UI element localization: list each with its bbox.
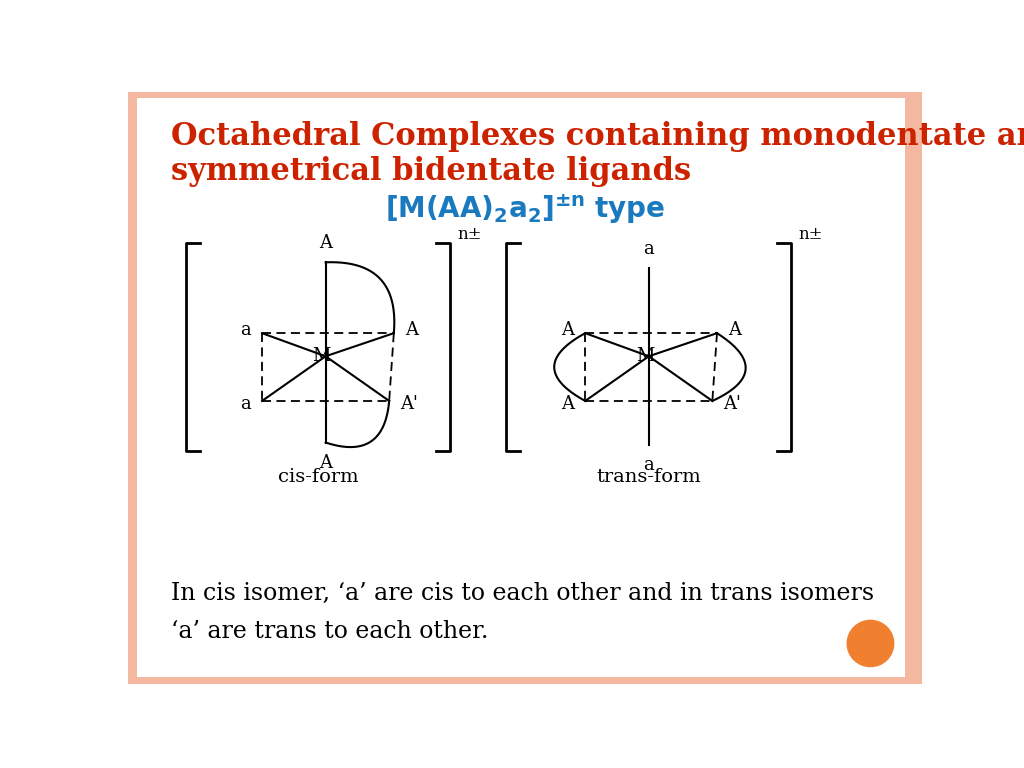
Text: A: A — [319, 454, 332, 472]
Text: A: A — [561, 321, 574, 339]
Text: A: A — [561, 395, 574, 413]
Text: cis-form: cis-form — [278, 468, 358, 486]
Text: a: a — [241, 321, 251, 339]
Text: Octahedral Complexes containing monodentate and: Octahedral Complexes containing monodent… — [171, 121, 1024, 152]
Text: a: a — [643, 240, 654, 258]
Text: n±: n± — [458, 226, 482, 243]
Text: ‘a’ are trans to each other.: ‘a’ are trans to each other. — [171, 621, 488, 644]
Text: A: A — [319, 234, 332, 253]
Text: M: M — [636, 347, 654, 366]
FancyBboxPatch shape — [128, 92, 922, 684]
Text: $\bf{[M(AA)_2a_2]^{\pm n}}$ $\bf{type}$: $\bf{[M(AA)_2a_2]^{\pm n}}$ $\bf{type}$ — [385, 192, 665, 226]
Text: a: a — [643, 456, 654, 475]
Text: symmetrical bidentate ligands: symmetrical bidentate ligands — [171, 156, 691, 187]
FancyBboxPatch shape — [137, 98, 904, 677]
Text: A: A — [728, 321, 740, 339]
Text: A': A' — [723, 395, 741, 413]
Circle shape — [847, 621, 894, 667]
Text: M: M — [312, 347, 331, 366]
Text: A': A' — [400, 395, 418, 413]
Text: In cis isomer, ‘a’ are cis to each other and in trans isomers: In cis isomer, ‘a’ are cis to each other… — [171, 582, 873, 605]
Text: a: a — [241, 395, 251, 413]
Text: n±: n± — [799, 226, 823, 243]
Text: trans-form: trans-form — [596, 468, 700, 486]
Text: A: A — [404, 321, 418, 339]
